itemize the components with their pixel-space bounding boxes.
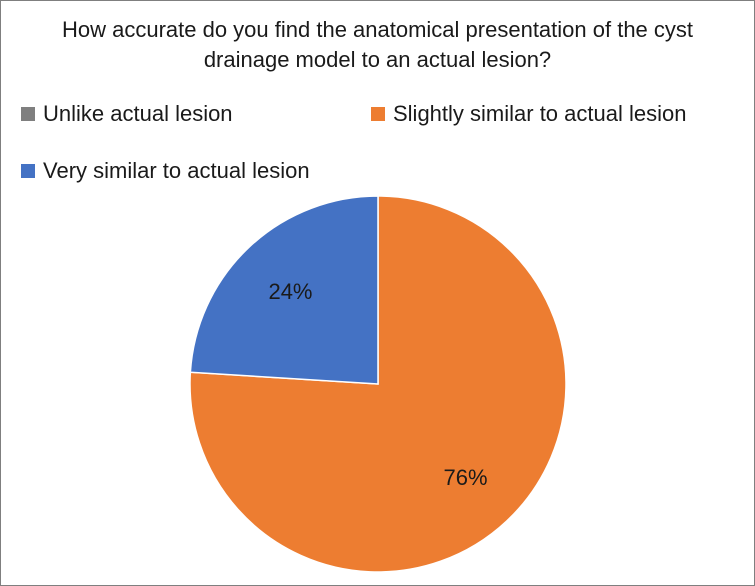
data-label-very-similar: 24% xyxy=(268,279,312,304)
legend-swatch-unlike xyxy=(21,107,35,121)
legend-swatch-slightly-similar xyxy=(371,107,385,121)
legend-item-very-similar: Very similar to actual lesion xyxy=(21,158,310,184)
legend-item-unlike: Unlike actual lesion xyxy=(21,101,233,127)
pie-slice-very-similar xyxy=(189,195,379,385)
chart-title: How accurate do you find the anatomical … xyxy=(61,17,694,72)
legend-item-slightly-similar: Slightly similar to actual lesion xyxy=(371,101,686,127)
legend-label-very-similar: Very similar to actual lesion xyxy=(43,158,310,183)
legend-label-unlike: Unlike actual lesion xyxy=(43,101,233,126)
legend-swatch-very-similar xyxy=(21,164,35,178)
data-label-slightly-similar: 76% xyxy=(443,465,487,490)
legend-label-slightly-similar: Slightly similar to actual lesion xyxy=(393,101,687,126)
